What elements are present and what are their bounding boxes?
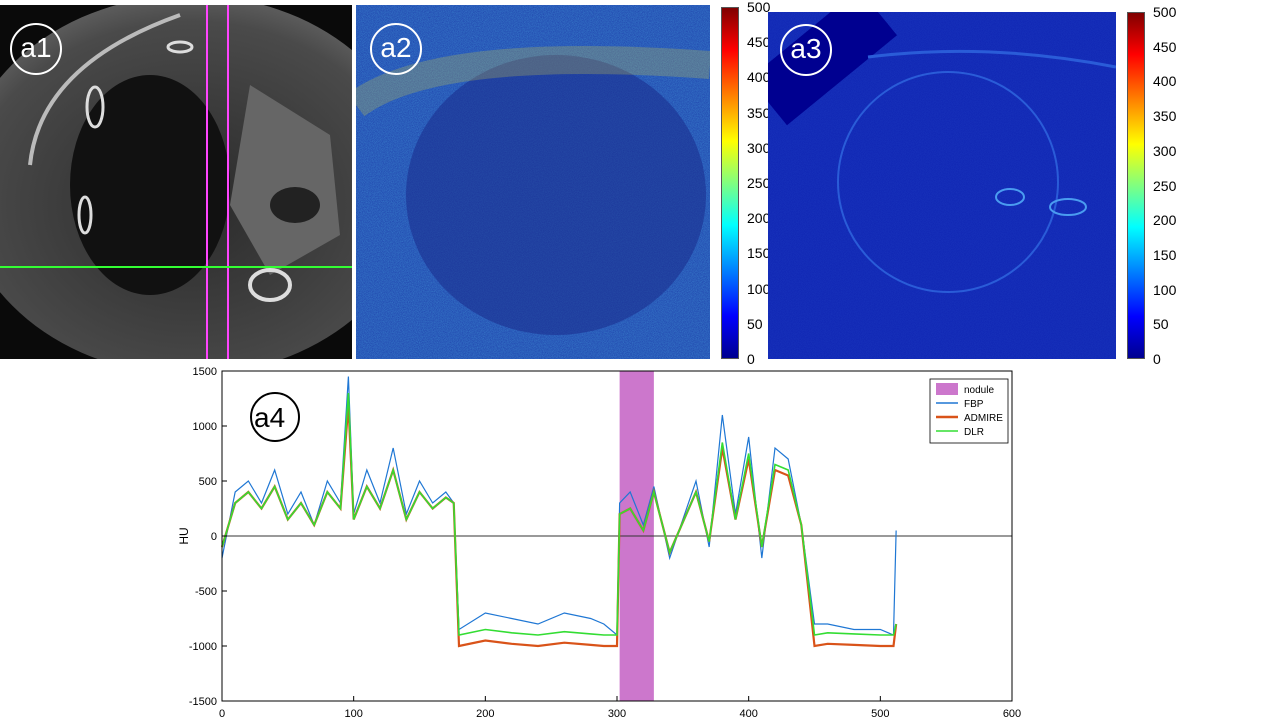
lung-region — [70, 75, 230, 295]
legend-label: DLR — [964, 427, 984, 438]
y-tick-label: -1500 — [189, 696, 217, 708]
panel-label-a3: a3 — [780, 24, 832, 76]
colorbar-tick-label: 400 — [1153, 73, 1177, 90]
x-tick-label: 500 — [871, 708, 889, 720]
legend-label: FBP — [964, 399, 984, 410]
rib-cross-section — [166, 40, 194, 54]
legend-label: nodule — [964, 385, 994, 396]
colorbar-tick-label: 450 — [747, 34, 771, 51]
error-map-panel-a3: a3 — [768, 12, 1116, 359]
colorbar-tick-label: 500 — [747, 0, 771, 15]
x-tick-label: 600 — [1003, 708, 1021, 720]
colorbar-tick-label: 0 — [747, 351, 755, 367]
colorbar-tick-label: 150 — [747, 245, 771, 262]
x-tick-label: 300 — [608, 708, 626, 720]
mediastinum-region — [230, 85, 340, 275]
error-map-panel-a2: a2 — [356, 5, 710, 359]
y-tick-label: 0 — [211, 531, 217, 543]
rib-cross-section — [85, 85, 105, 129]
legend-swatch — [936, 383, 958, 395]
panel-label-a1: a1 — [10, 23, 62, 75]
colorbar-tick-label: 300 — [747, 139, 771, 156]
high-error-band — [356, 46, 710, 117]
y-tick-label: -1000 — [189, 641, 217, 653]
colorbar-1: 500 450 400 350 300 250 200 150 100 50 0 — [721, 0, 770, 367]
colorbar-tick-label: 200 — [1153, 212, 1177, 229]
colorbar-tick-label: 300 — [1153, 142, 1177, 159]
colorbar-tick-label: 200 — [747, 210, 771, 227]
vertebra-outline — [248, 268, 292, 302]
colorbar-tick-label: 450 — [1153, 38, 1177, 55]
series-line-fbp — [221, 376, 897, 637]
vertebra-outline — [1049, 198, 1087, 216]
colorbar-tick-label: 0 — [1153, 351, 1161, 367]
error-map-a2 — [356, 5, 710, 359]
hu-profile-chart: 0 100 200 300 400 500 600 1500 1000 500 0 -500 -1000… — [177, 366, 1021, 720]
y-tick-label: -500 — [195, 586, 217, 598]
x-tick-label: 0 — [219, 708, 225, 720]
y-tick-label: 500 — [199, 476, 217, 488]
body-outline — [867, 49, 1116, 69]
colorbar-tick-label: 50 — [747, 315, 763, 332]
panel-label-a2: a2 — [370, 23, 422, 75]
y-tick-label: 1000 — [193, 421, 217, 433]
rib-cross-section — [77, 195, 93, 235]
colorbar-tick-label: 150 — [1153, 246, 1177, 263]
y-tick-label: 1500 — [193, 366, 217, 378]
series-line-admire — [220, 403, 898, 648]
panel-label-a4: a4 — [254, 402, 285, 433]
colorbar-tick-label: 50 — [1153, 316, 1169, 333]
colorbar-tick-label: 100 — [1153, 281, 1177, 298]
ct-image-a1 — [0, 5, 352, 359]
error-map-a3 — [768, 12, 1116, 359]
rib-outline — [28, 13, 181, 166]
colorbar-tick-label: 250 — [747, 175, 771, 191]
vessel-outline — [995, 188, 1025, 206]
colorbar-gradient — [1127, 12, 1145, 359]
colorbar-tick-label: 350 — [747, 104, 771, 121]
x-tick-label: 200 — [476, 708, 494, 720]
colorbar-tick-label: 250 — [1153, 177, 1177, 194]
airway-region — [270, 187, 320, 223]
colorbar-tick-label: 100 — [747, 280, 771, 297]
legend-label: ADMIRE — [964, 413, 1003, 424]
ct-image-panel-a1: a1 — [0, 5, 352, 359]
colorbar-tick-label: 350 — [1153, 108, 1177, 125]
lung-outline — [837, 71, 1059, 293]
colorbar-gradient — [721, 7, 739, 359]
y-axis-label: HU — [177, 527, 191, 544]
x-tick-label: 100 — [344, 708, 362, 720]
colorbar-tick-label: 400 — [747, 69, 771, 86]
panel-label-a4-circle — [250, 392, 300, 442]
colorbar-2: 500 450 400 350 300 250 200 150 100 50 0 — [1127, 4, 1176, 367]
lung-region — [406, 55, 706, 335]
colorbar-tick-label: 500 — [1153, 4, 1177, 20]
series-line-dlr — [221, 392, 897, 636]
x-tick-label: 400 — [739, 708, 757, 720]
